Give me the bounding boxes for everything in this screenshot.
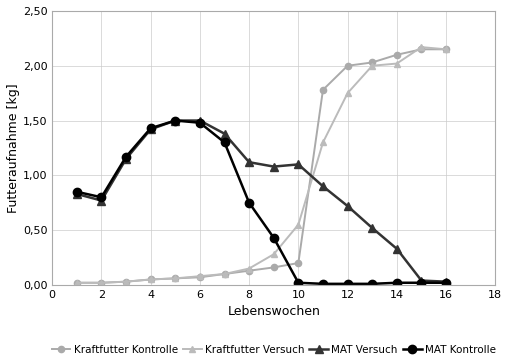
MAT Versuch [197,118,203,123]
MAT Kontrolle [394,281,400,285]
Kraftfutter Kontrolle [221,272,228,276]
Kraftfutter Kontrolle [148,277,154,282]
MAT Kontrolle [345,282,351,286]
MAT Kontrolle [270,236,277,240]
MAT Versuch [246,160,252,164]
MAT Kontrolle [369,282,375,286]
Line: MAT Kontrolle: MAT Kontrolle [73,117,450,288]
Kraftfutter Kontrolle [123,280,129,284]
MAT Kontrolle [98,195,104,199]
Kraftfutter Versuch [221,272,228,276]
MAT Kontrolle [74,189,80,194]
MAT Kontrolle [221,140,228,144]
MAT Kontrolle [320,282,326,286]
X-axis label: Lebenswochen: Lebenswochen [227,305,320,318]
MAT Versuch [270,164,277,169]
Kraftfutter Versuch [172,276,179,281]
Kraftfutter Versuch [74,281,80,285]
MAT Versuch [172,118,179,123]
MAT Kontrolle [123,155,129,159]
Kraftfutter Versuch [148,277,154,282]
Legend: Kraftfutter Kontrolle, Kraftfutter Versuch, MAT Versuch, MAT Kontrolle: Kraftfutter Kontrolle, Kraftfutter Versu… [52,345,496,355]
Kraftfutter Kontrolle [394,53,400,57]
MAT Versuch [74,192,80,196]
Line: MAT Versuch: MAT Versuch [73,117,450,286]
Kraftfutter Versuch [123,280,129,284]
Kraftfutter Kontrolle [418,47,424,52]
MAT Versuch [394,246,400,251]
Kraftfutter Kontrolle [246,269,252,273]
MAT Kontrolle [246,201,252,205]
Kraftfutter Versuch [197,274,203,278]
Kraftfutter Kontrolle [197,275,203,280]
MAT Versuch [418,278,424,283]
Kraftfutter Kontrolle [369,60,375,65]
MAT Versuch [295,162,302,167]
Kraftfutter Versuch [270,252,277,256]
Kraftfutter Versuch [320,140,326,144]
Kraftfutter Kontrolle [443,47,449,52]
Kraftfutter Versuch [369,64,375,68]
MAT Versuch [443,280,449,284]
MAT Kontrolle [197,121,203,125]
Kraftfutter Kontrolle [345,64,351,68]
Kraftfutter Versuch [418,45,424,49]
MAT Versuch [345,204,351,208]
Kraftfutter Versuch [394,61,400,66]
Kraftfutter Versuch [246,266,252,271]
Kraftfutter Versuch [443,47,449,52]
MAT Kontrolle [295,281,302,285]
MAT Versuch [369,226,375,230]
Kraftfutter Kontrolle [172,276,179,281]
MAT Kontrolle [172,118,179,123]
Y-axis label: Futteraufnahme [kg]: Futteraufnahme [kg] [7,83,20,213]
MAT Kontrolle [148,126,154,130]
MAT Versuch [221,131,228,136]
MAT Kontrolle [443,281,449,285]
MAT Versuch [98,198,104,203]
Kraftfutter Kontrolle [98,281,104,285]
Kraftfutter Versuch [345,91,351,95]
Kraftfutter Kontrolle [295,261,302,265]
Kraftfutter Versuch [98,281,104,285]
MAT Versuch [320,184,326,188]
MAT Versuch [148,127,154,131]
Kraftfutter Versuch [295,223,302,227]
Line: Kraftfutter Versuch: Kraftfutter Versuch [74,44,449,286]
Kraftfutter Kontrolle [74,281,80,285]
Line: Kraftfutter Kontrolle: Kraftfutter Kontrolle [74,46,449,286]
Kraftfutter Kontrolle [270,265,277,270]
MAT Kontrolle [418,281,424,285]
MAT Versuch [123,157,129,161]
Kraftfutter Kontrolle [320,88,326,92]
